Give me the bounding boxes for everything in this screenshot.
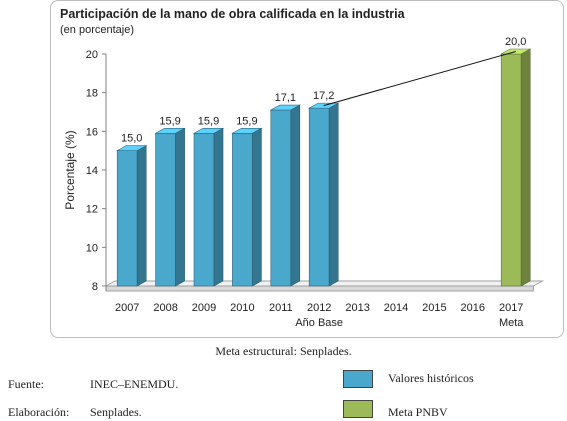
bar-top xyxy=(269,104,301,111)
y-tick-label: 12 xyxy=(86,204,98,216)
legend-swatch-meta xyxy=(343,400,373,418)
y-tick-label: 16 xyxy=(86,126,98,138)
y-axis-label: Porcentaje (%) xyxy=(63,130,77,209)
bar xyxy=(116,150,138,287)
source-value: INEC–ENEMDU. xyxy=(90,377,179,391)
data-label: 15,0 xyxy=(121,133,142,145)
y-tick-label: 20 xyxy=(86,49,98,61)
bar xyxy=(155,132,176,287)
x-tick-label: 2016 xyxy=(461,302,485,314)
y-tick-label: 10 xyxy=(86,242,98,254)
chart-subtitle: (en porcentaje) xyxy=(60,24,134,36)
x-tick-label: 2011 xyxy=(269,302,293,314)
x-tick-sublabel: Año Base xyxy=(295,317,343,329)
bar-top xyxy=(231,127,263,134)
legend-swatch-historicos xyxy=(343,370,373,388)
chart-floor-edge xyxy=(105,285,534,292)
bar-side xyxy=(136,145,147,287)
bar-top xyxy=(192,127,225,134)
x-tick-label: 2010 xyxy=(230,302,254,314)
bar-side xyxy=(213,127,224,287)
bar-side xyxy=(328,102,339,287)
data-label: 15,9 xyxy=(236,115,257,127)
y-tick-label: 18 xyxy=(86,88,98,100)
x-tick-label: 2013 xyxy=(345,302,369,314)
bar-side xyxy=(520,48,531,287)
bar xyxy=(308,107,330,287)
data-label: 17,1 xyxy=(275,92,296,104)
legend-label-meta: Meta PNBV xyxy=(388,405,448,419)
chart-caption: Meta estructural: Senplades. xyxy=(215,344,352,358)
bar-side xyxy=(290,104,301,287)
data-label: 15,9 xyxy=(159,115,180,127)
bar-side xyxy=(252,127,262,287)
elaboration-label: Elaboración: xyxy=(8,405,70,419)
data-label: 20,0 xyxy=(505,36,526,48)
trend-line xyxy=(323,51,516,107)
data-label: 15,9 xyxy=(198,115,219,127)
bar xyxy=(232,132,253,287)
x-tick-label: 2012 xyxy=(307,302,331,314)
x-tick-label: 2015 xyxy=(422,302,446,314)
bar xyxy=(270,109,292,287)
bar-top xyxy=(116,145,148,151)
x-tick-label: 2007 xyxy=(115,302,139,314)
x-tick-label: 2014 xyxy=(384,302,408,314)
bar xyxy=(500,53,522,287)
y-tick-label: 14 xyxy=(86,165,98,177)
elaboration-value: Senplades. xyxy=(90,405,142,419)
x-tick-sublabel: Meta xyxy=(499,317,524,329)
data-label: 17,2 xyxy=(313,90,334,102)
y-tick-label: 8 xyxy=(92,281,98,293)
legend-label-historicos: Valores históricos xyxy=(388,371,474,385)
x-tick-label: 2008 xyxy=(153,302,177,314)
bar-chart: 8 10 12 14 16 18 20 Porcentaje (%) 2007 2008 2009 2… xyxy=(63,36,545,329)
bar xyxy=(193,132,215,287)
x-tick-label: 2009 xyxy=(192,302,216,314)
chart-title: Participación de la mano de obra calific… xyxy=(60,7,405,21)
x-tick-label: 2017 xyxy=(499,302,523,314)
bar-side xyxy=(175,127,185,287)
bar-top xyxy=(154,127,186,134)
source-label: Fuente: xyxy=(8,377,44,391)
